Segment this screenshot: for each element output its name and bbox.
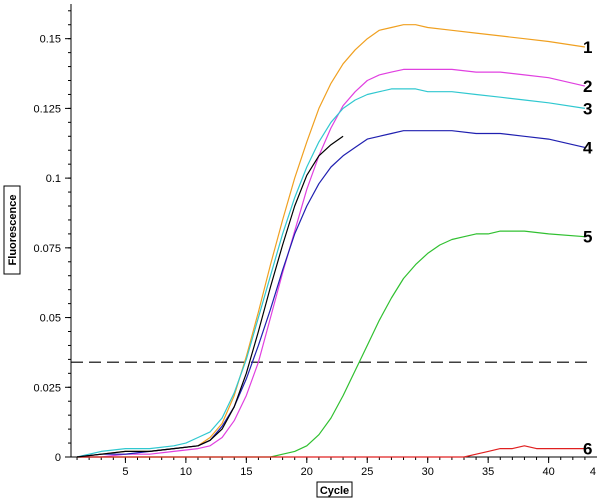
x-tick-label: 25 (361, 466, 373, 478)
series-layer (76, 24, 586, 458)
series-label-2: 2 (583, 77, 592, 96)
series-line-4 (76, 130, 586, 458)
series-line-3 (76, 88, 585, 458)
y-tick-label: 0.125 (33, 103, 61, 115)
series-label-3: 3 (583, 99, 592, 118)
y-tick-label: 0.075 (33, 243, 61, 255)
series-labels: 1 2 3 4 5 6 (583, 38, 593, 459)
series-line-5 (77, 230, 585, 458)
series-line-1 (76, 24, 585, 458)
x-tick-label: 30 (422, 466, 434, 478)
x-axis-title-box (316, 481, 353, 498)
series-line-unlabeled (76, 135, 344, 458)
y-tick-label: 0.05 (40, 313, 61, 325)
series-label-1: 1 (583, 38, 592, 57)
series-line-6 (77, 445, 585, 458)
x-tick-label: 15 (240, 466, 252, 478)
x-axis-title: Cycle (320, 485, 349, 497)
series-line-2 (77, 68, 586, 458)
x-tick-label: 10 (180, 466, 192, 478)
series-label-6: 6 (583, 440, 592, 459)
series-label-5: 5 (583, 228, 592, 247)
x-tick-label: 40 (543, 466, 555, 478)
x-tick-label: 5 (122, 466, 128, 478)
y-tick-label: 0.1 (46, 173, 61, 185)
y-tick-label: 0 (55, 452, 61, 464)
series-label-4: 4 (583, 138, 593, 157)
y-tick-label: 0.025 (33, 382, 61, 394)
x-tick-label: 35 (482, 466, 494, 478)
y-tick-label: 0.15 (40, 34, 61, 46)
x-tick-label-clipped: 4 (590, 466, 596, 478)
x-tick-label: 20 (301, 466, 313, 478)
y-axis-title: Fluorescence (7, 195, 19, 266)
y-axis-title-box (3, 185, 21, 275)
